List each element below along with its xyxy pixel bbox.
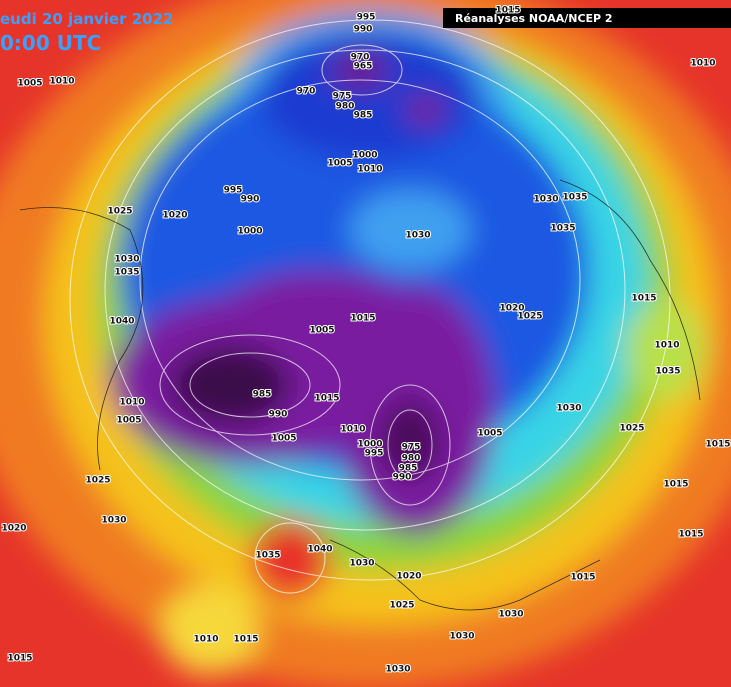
isobar-label: 975 bbox=[333, 92, 352, 102]
time: 0:00 UTC bbox=[0, 31, 101, 55]
isobar-label: 1025 bbox=[619, 424, 644, 434]
isobar-label: 1035 bbox=[255, 551, 280, 561]
isobar-label: 1010 bbox=[690, 59, 715, 69]
isobar-label: 1015 bbox=[314, 394, 339, 404]
isobar-label: 1025 bbox=[389, 601, 414, 611]
isobar-label: 1015 bbox=[705, 440, 730, 450]
isobar-label: 990 bbox=[354, 25, 373, 35]
isobar-label: 1005 bbox=[327, 159, 352, 169]
isobar-label: 1010 bbox=[193, 635, 218, 645]
isobar-label: 1025 bbox=[107, 207, 132, 217]
isobar-label: 1020 bbox=[396, 572, 421, 582]
isobar-label: 1020 bbox=[1, 524, 26, 534]
isobar-label: 995 bbox=[365, 449, 384, 459]
isobar-label: 1015 bbox=[678, 530, 703, 540]
isobar-label: 1030 bbox=[533, 195, 558, 205]
isobar-label: 1020 bbox=[499, 304, 524, 314]
isobar-label: 985 bbox=[399, 464, 418, 474]
isobar-label: 1010 bbox=[654, 341, 679, 351]
isobar-label: 1030 bbox=[405, 231, 430, 241]
isobar-label: 1015 bbox=[663, 480, 688, 490]
isobar-label: 1010 bbox=[340, 425, 365, 435]
isobar-label: 1030 bbox=[101, 516, 126, 526]
isobar-label: 1010 bbox=[119, 398, 144, 408]
isobar-label: 1030 bbox=[556, 404, 581, 414]
isobar-label: 1015 bbox=[495, 6, 520, 16]
isobar-label: 985 bbox=[354, 111, 373, 121]
isobar-label: 1035 bbox=[550, 224, 575, 234]
isobar-label: 1025 bbox=[85, 476, 110, 486]
isobar-label: 1035 bbox=[562, 193, 587, 203]
isobar-label: 1030 bbox=[349, 559, 374, 569]
isobar-label: 1040 bbox=[307, 545, 332, 555]
isobar-label: 980 bbox=[336, 102, 355, 112]
isobar-label: 1000 bbox=[237, 227, 262, 237]
isobar-label: 1025 bbox=[517, 312, 542, 322]
isobar-label: 980 bbox=[402, 454, 421, 464]
isobar-label: 975 bbox=[402, 443, 421, 453]
isobar-label: 1000 bbox=[352, 151, 377, 161]
isobar-label: 1015 bbox=[350, 314, 375, 324]
isobar-label: 1005 bbox=[17, 79, 42, 89]
isobar-label: 1015 bbox=[570, 573, 595, 583]
isobar-label: 1035 bbox=[114, 268, 139, 278]
source: Réanalyses NOAA/NCEP 2 bbox=[455, 12, 613, 25]
isobar-label: 1040 bbox=[109, 317, 134, 327]
isobar-label: 970 bbox=[351, 53, 370, 63]
isobars bbox=[69, 19, 671, 594]
isobar-label: 995 bbox=[357, 13, 376, 23]
coastlines bbox=[19, 179, 701, 611]
isobar-label: 1005 bbox=[309, 326, 334, 336]
isobar-label: 1030 bbox=[385, 665, 410, 675]
isobar-label: 970 bbox=[297, 87, 316, 97]
date: eudi 20 janvier 2022 bbox=[0, 10, 173, 28]
isobar-label: 1015 bbox=[233, 635, 258, 645]
isobar-label: 995 bbox=[224, 186, 243, 196]
isobar-label: 1005 bbox=[271, 434, 296, 444]
isobar-label: 985 bbox=[253, 390, 272, 400]
isobar-label: 1015 bbox=[631, 294, 656, 304]
isobar-label: 1035 bbox=[655, 367, 680, 377]
isobar-label: 1010 bbox=[49, 77, 74, 87]
isobar-label: 990 bbox=[269, 410, 288, 420]
isobar-label: 990 bbox=[241, 195, 260, 205]
isobar-label: 1015 bbox=[7, 654, 32, 664]
isobar-label: 1030 bbox=[449, 632, 474, 642]
isobar-label: 965 bbox=[354, 62, 373, 72]
isobar-label: 1000 bbox=[357, 440, 382, 450]
isobar-label: 1020 bbox=[162, 211, 187, 221]
isobar-label: 1010 bbox=[357, 165, 382, 175]
source-bar bbox=[443, 8, 731, 28]
isobar-label: 990 bbox=[393, 473, 412, 483]
isobar-label: 1005 bbox=[116, 416, 141, 426]
isobar-label: 1005 bbox=[477, 429, 502, 439]
isobar-label: 1030 bbox=[498, 610, 523, 620]
isobar-label: 1030 bbox=[114, 255, 139, 265]
